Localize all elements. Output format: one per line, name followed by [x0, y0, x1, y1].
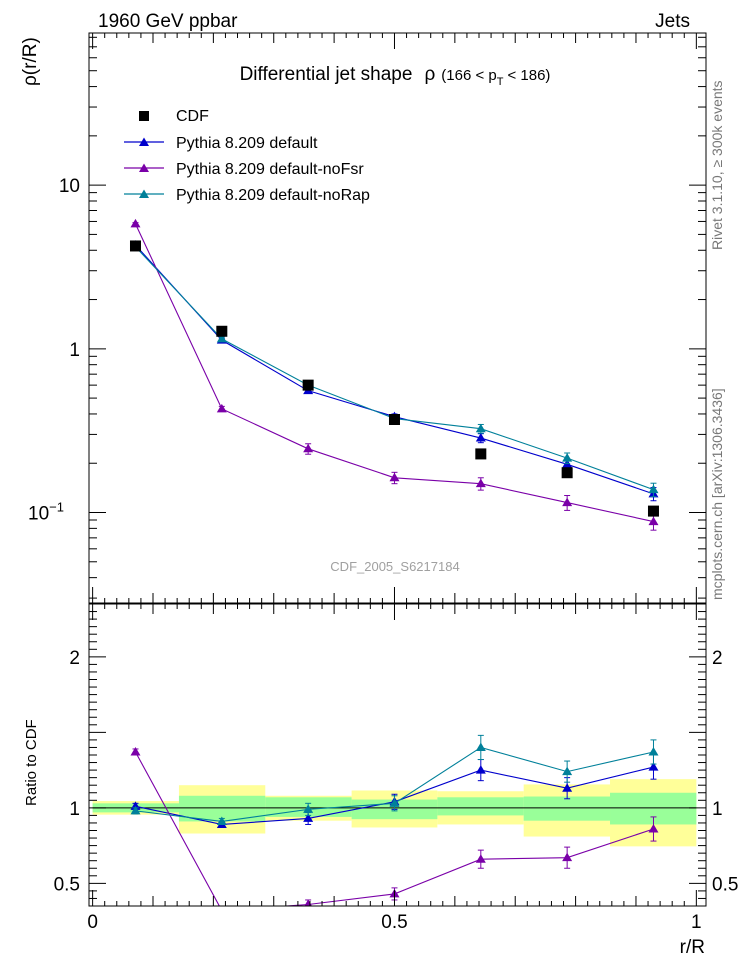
series-2-point	[648, 516, 659, 526]
ratio-stat-band	[437, 797, 524, 816]
y-tick-label: 1	[69, 799, 80, 820]
ratio-stat-band	[523, 796, 611, 821]
series-3-point	[475, 423, 486, 433]
series-3-point	[562, 453, 573, 462]
series-3-point	[216, 333, 227, 343]
x-axis-label: r/R	[680, 937, 705, 958]
legend-item-nofsr: Pythia 8.209 default-noFsr	[124, 161, 364, 178]
x-tick-label: 1	[691, 912, 702, 933]
series-3-point	[648, 484, 659, 494]
legend-label: Pythia 8.209 default-noRap	[176, 187, 370, 204]
legend-label: Pythia 8.209 default-noFsr	[176, 161, 364, 178]
series-2-point	[475, 478, 486, 488]
ratio-series-0-point	[648, 762, 659, 771]
chart-title: Differential jet shape ρ (166 < pT < 186)	[240, 64, 551, 88]
ratio-series-2-point	[648, 746, 659, 756]
y-tick-label-right: 1	[712, 799, 723, 820]
legend-label: CDF	[176, 108, 209, 125]
ratio-series-2-point	[303, 804, 314, 813]
energy-label: 1960 GeV ppbar	[98, 11, 238, 32]
cdf-data-point	[647, 505, 659, 517]
mcplots-label: mcplots.cern.ch [arXiv:1306.3436]	[709, 388, 725, 600]
series-3-line	[135, 246, 654, 491]
main-panel: 10 1 10−1 Differential jet shape ρ (166 < pT…	[20, 32, 707, 604]
ratio-series-2-point	[389, 798, 400, 807]
legend-marker-square	[139, 111, 149, 121]
legend-marker-triangle	[139, 189, 149, 198]
ratio-axis-label: Ratio to CDF	[23, 719, 40, 806]
main-panel-frame	[88, 32, 707, 604]
process-label: Jets	[655, 11, 690, 32]
ratio-series-2-point	[216, 816, 227, 825]
ratio-series-1-point	[562, 852, 573, 862]
ratio-series-1-point	[475, 854, 486, 863]
ratio-series-0-point	[475, 765, 486, 774]
legend: CDF Pythia 8.209 default Pythia 8.209 de…	[124, 108, 370, 204]
cdf-data-point	[475, 448, 487, 460]
x-tick-label: 0	[87, 912, 98, 933]
series-2-point	[389, 472, 400, 482]
series-2-point	[130, 218, 141, 228]
ratio-series-0-point	[303, 813, 314, 822]
ratio-panel: 0 0.5 1 2 2 1 1 0.5 0.5 Ratio to CDF r/R	[23, 603, 738, 958]
series-2-point	[216, 403, 227, 413]
legend-marker-triangle	[139, 137, 149, 146]
main-panel-ticks: 10 1 10−1	[28, 33, 706, 603]
y-axis-label: ρ(r/R)	[20, 37, 41, 86]
ratio-series-0-point	[562, 783, 573, 792]
ratio-series-2-point	[562, 766, 573, 776]
cdf-data-point	[302, 379, 314, 391]
legend-marker-triangle	[139, 163, 149, 172]
y-tick-label: 10−1	[28, 500, 64, 525]
main-panel-data	[129, 218, 659, 531]
ratio-series-2-point	[475, 742, 486, 751]
ratio-panel-ticks: 0 0.5 1 2 2 1 1 0.5 0.5	[54, 603, 738, 933]
y-tick-label-right: 2	[712, 648, 723, 669]
cdf-data-point	[129, 240, 141, 252]
analysis-watermark: CDF_2005_S6217184	[330, 559, 459, 574]
x-tick-label: 0.5	[381, 912, 407, 933]
cdf-data-point	[216, 325, 228, 337]
legend-item-norap: Pythia 8.209 default-noRap	[124, 187, 370, 204]
ratio-panel-data	[92, 734, 697, 906]
ratio-panel-frame	[88, 603, 707, 907]
series-1-line	[135, 244, 654, 495]
y-tick-label: 0.5	[54, 874, 80, 895]
cdf-data-point	[388, 414, 400, 425]
cdf-data-point	[561, 467, 573, 479]
series-2-point	[303, 443, 314, 453]
ratio-series-1-point	[130, 746, 141, 756]
legend-label: Pythia 8.209 default	[176, 135, 318, 152]
y-tick-label: 10	[59, 176, 80, 197]
legend-item-default: Pythia 8.209 default	[124, 135, 318, 152]
legend-item-cdf: CDF	[139, 108, 209, 125]
ratio-series-2-point	[130, 805, 141, 815]
y-tick-label: 1	[69, 340, 80, 361]
series-1-point	[475, 433, 486, 442]
y-tick-label: 2	[69, 648, 80, 669]
series-2-point	[562, 497, 573, 507]
ratio-series-1-point	[221, 905, 223, 906]
rivet-label: Rivet 3.1.10, ≥ 300k events	[709, 80, 725, 250]
ratio-series-1-point	[648, 823, 659, 833]
y-tick-label-right: 0.5	[712, 874, 738, 895]
